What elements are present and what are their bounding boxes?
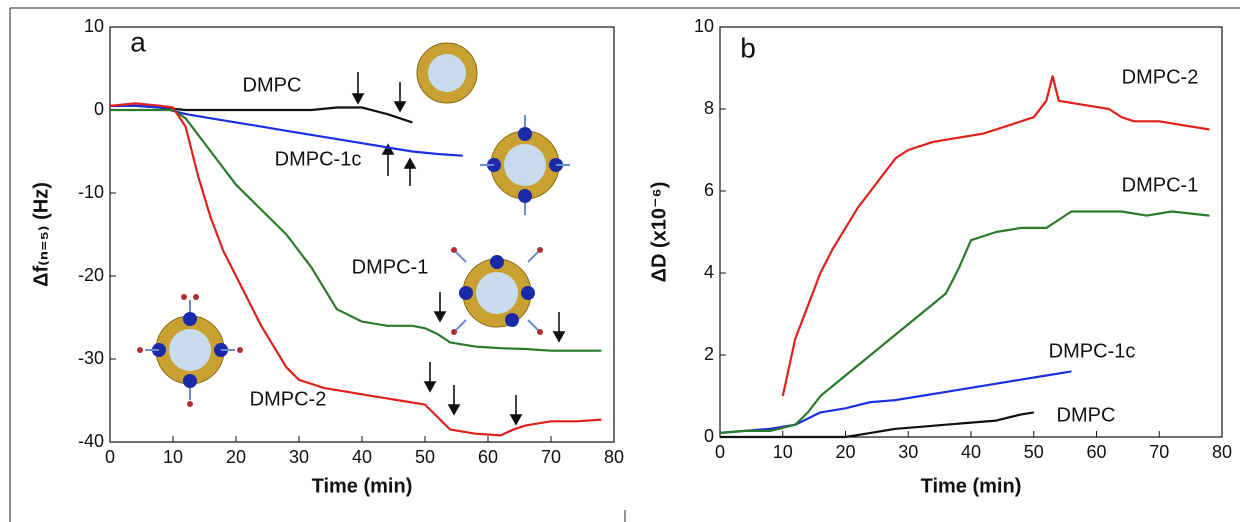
series-line (110, 108, 602, 352)
series-label: DMPC-2 (1122, 66, 1199, 88)
panel-label: b (740, 32, 756, 63)
panel-label: a (130, 26, 146, 57)
y-tick-label: 10 (84, 16, 104, 36)
y-axis-label: Δf₍ₙ₌₅₎ (Hz) (30, 182, 52, 287)
y-tick-label: -20 (78, 265, 104, 285)
x-tick-label: 20 (226, 447, 246, 467)
series-label: DMPC (243, 74, 302, 96)
y-tick-label: -40 (78, 431, 104, 451)
series-line (720, 411, 1034, 439)
y-tick-label: -10 (78, 182, 104, 202)
series-line (719, 370, 1072, 434)
arrows (351, 72, 566, 426)
x-tick-label: 0 (715, 442, 725, 462)
x-tick-label: 70 (541, 447, 561, 467)
x-tick-label: 50 (415, 447, 435, 467)
series-label: DMPC-1c (1049, 340, 1136, 362)
x-tick-label: 80 (604, 447, 624, 467)
x-axis-label: Time (min) (921, 475, 1022, 497)
y-tick-label: 0 (94, 99, 104, 119)
series-label: DMPC (1057, 404, 1116, 426)
vesicle-icon (451, 247, 543, 335)
series-line (781, 75, 1210, 397)
x-tick-label: 40 (352, 447, 372, 467)
series-label: DMPC-1c (275, 148, 362, 170)
y-tick-label: -30 (78, 348, 104, 368)
plot-frame (719, 26, 1223, 438)
x-axis-label: Time (min) (312, 475, 413, 497)
series-label: DMPC-1 (352, 256, 429, 278)
x-tick-label: 10 (773, 442, 793, 462)
vesicle-icon (480, 115, 570, 215)
x-tick-label: 30 (898, 442, 918, 462)
series-label: DMPC-1 (1122, 174, 1199, 196)
x-tick-label: 70 (1149, 442, 1169, 462)
y-tick-label: 0 (704, 426, 714, 446)
y-tick-label: 8 (704, 98, 714, 118)
x-tick-label: 0 (105, 447, 115, 467)
series-line (719, 210, 1210, 434)
y-tick-label: 2 (704, 344, 714, 364)
series-line (110, 104, 413, 124)
x-tick-label: 60 (1086, 442, 1106, 462)
x-tick-label: 30 (289, 447, 309, 467)
x-tick-label: 20 (835, 442, 855, 462)
x-tick-label: 40 (961, 442, 981, 462)
y-tick-label: 10 (694, 16, 714, 36)
vesicle-icon (137, 294, 243, 407)
x-tick-label: 10 (163, 447, 183, 467)
x-tick-label: 80 (1212, 442, 1232, 462)
y-tick-label: 6 (704, 180, 714, 200)
y-axis-label: ΔD (x10⁻⁶) (648, 182, 670, 283)
x-tick-label: 60 (478, 447, 498, 467)
series-line (109, 102, 602, 437)
series-label: DMPC-2 (250, 388, 327, 410)
x-tick-label: 50 (1024, 442, 1044, 462)
vesicle-icon (416, 42, 478, 104)
y-tick-label: 4 (704, 262, 714, 282)
